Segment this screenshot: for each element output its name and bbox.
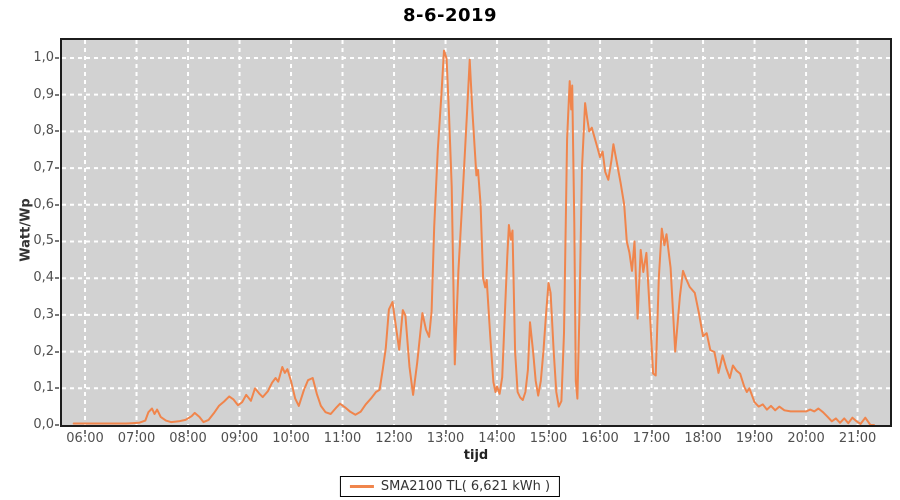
x-tick-label: 21:00 bbox=[838, 431, 877, 446]
x-tick-label: 13:00 bbox=[426, 431, 465, 446]
y-tick-mark bbox=[55, 56, 59, 59]
x-tick-label: 16:00 bbox=[581, 431, 619, 446]
x-tick-mark bbox=[547, 430, 550, 434]
x-tick-mark bbox=[805, 430, 808, 434]
x-tick-mark bbox=[444, 430, 447, 434]
y-tick-label: 0,6 bbox=[33, 196, 54, 212]
y-tick-label: 0,0 bbox=[33, 417, 54, 432]
x-tick-label: 19:00 bbox=[735, 431, 774, 446]
x-tick-mark bbox=[393, 430, 396, 434]
y-tick-mark bbox=[55, 203, 59, 206]
y-tick-mark bbox=[55, 130, 59, 133]
x-tick-mark bbox=[702, 430, 705, 434]
x-tick-label: 20:00 bbox=[787, 431, 825, 446]
y-tick-label: 0,2 bbox=[33, 343, 54, 359]
plot-canvas bbox=[62, 40, 890, 425]
y-tick-label: 0,7 bbox=[33, 160, 54, 176]
y-tick-mark bbox=[55, 313, 59, 316]
x-tick-mark bbox=[753, 430, 756, 434]
x-tick-label: 07:00 bbox=[117, 431, 156, 446]
x-tick-label: 15:00 bbox=[529, 431, 568, 446]
x-tick-mark bbox=[84, 430, 87, 434]
x-tick-mark bbox=[856, 430, 859, 434]
y-tick-label: 0,4 bbox=[33, 270, 54, 286]
x-tick-mark bbox=[341, 430, 344, 434]
x-tick-mark bbox=[599, 430, 602, 434]
y-tick-label: 0,3 bbox=[33, 306, 54, 322]
y-tick-label: 0,8 bbox=[33, 123, 54, 139]
y-tick-label: 0,1 bbox=[33, 380, 54, 396]
x-tick-label: 09:00 bbox=[220, 431, 259, 446]
x-tick-label: 18:00 bbox=[684, 431, 722, 446]
x-tick-label: 14:00 bbox=[478, 431, 516, 446]
y-tick-label: 0,5 bbox=[33, 233, 54, 249]
x-tick-mark bbox=[290, 430, 293, 434]
x-tick-mark bbox=[238, 430, 241, 434]
chart-title: 8-6-2019 bbox=[402, 5, 498, 26]
x-tick-label: 17:00 bbox=[632, 431, 671, 446]
y-tick-label: 1,0 bbox=[33, 49, 54, 65]
x-tick-label: 10:00 bbox=[272, 431, 310, 446]
y-tick-mark bbox=[55, 424, 59, 426]
x-tick-mark bbox=[187, 430, 190, 434]
y-tick-mark bbox=[55, 350, 59, 353]
plot-area bbox=[60, 38, 892, 427]
x-tick-mark bbox=[650, 430, 653, 434]
x-tick-label: 12:00 bbox=[375, 431, 413, 446]
x-tick-label: 11:00 bbox=[323, 431, 362, 446]
x-axis-title: tijd bbox=[463, 448, 489, 463]
y-tick-mark bbox=[55, 93, 59, 96]
legend-label: SMA2100 TL( 6,621 kWh ) bbox=[380, 479, 551, 494]
legend: SMA2100 TL( 6,621 kWh ) bbox=[339, 476, 561, 497]
x-tick-label: 06:00 bbox=[66, 431, 104, 446]
y-tick-mark bbox=[55, 277, 59, 280]
series-line bbox=[72, 49, 875, 425]
x-tick-mark bbox=[135, 430, 138, 434]
y-tick-mark bbox=[55, 387, 59, 390]
y-tick-mark bbox=[55, 167, 59, 170]
y-tick-mark bbox=[55, 240, 59, 243]
x-tick-label: 08:00 bbox=[169, 431, 207, 446]
legend-line-swatch bbox=[349, 485, 374, 488]
x-tick-mark bbox=[496, 430, 499, 434]
y-tick-label: 0,9 bbox=[33, 86, 54, 102]
